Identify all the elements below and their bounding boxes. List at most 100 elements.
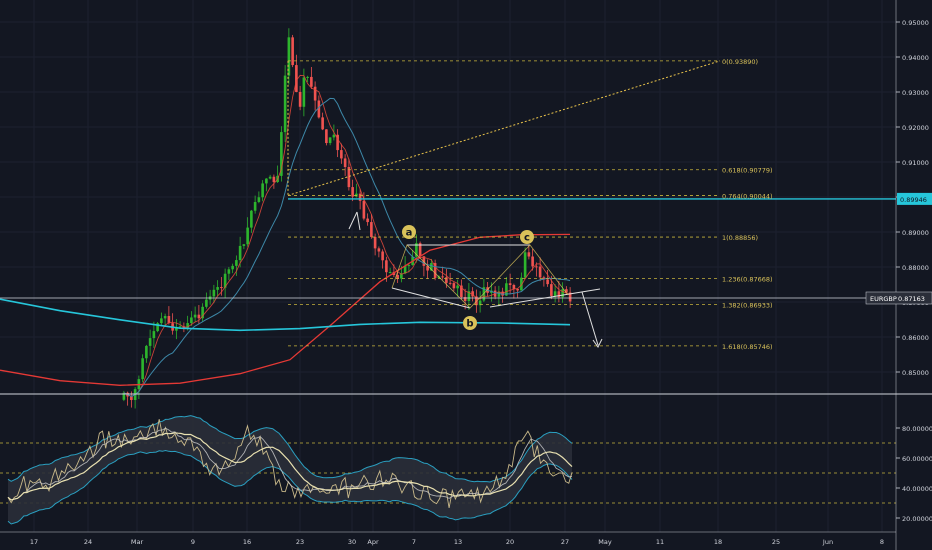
candle-body <box>148 338 152 346</box>
pattern-support-line <box>489 288 601 308</box>
date-tick-label: 13 <box>454 538 462 546</box>
candle-body <box>347 167 351 188</box>
date-tick-label: 25 <box>772 538 780 546</box>
price-tick-label: 0.92000 <box>902 124 929 132</box>
wave-label-text: a <box>406 228 413 239</box>
candle-body <box>505 283 508 296</box>
ma-slow-line <box>123 97 571 397</box>
candle-body <box>445 277 448 283</box>
candle-body <box>336 134 339 151</box>
candle-body <box>235 260 238 266</box>
candle-body <box>216 287 219 290</box>
last-price-label: 0.87163 <box>898 295 925 303</box>
candle-body <box>238 245 242 261</box>
fib-diagonal-line <box>287 60 721 196</box>
candle-body <box>201 306 204 319</box>
fib-level-label: 1(0.88856) <box>722 234 758 242</box>
candle-body <box>253 201 257 211</box>
candle-body <box>141 358 144 380</box>
candle-body <box>422 256 426 266</box>
candle-body <box>400 273 403 279</box>
price-tick-label: 0.94000 <box>902 54 929 62</box>
candle-body <box>370 222 373 237</box>
candle-body <box>516 288 519 291</box>
fib-level-label: 1.382(0.86933) <box>722 301 773 309</box>
candle-body <box>145 345 148 359</box>
candle-body <box>321 117 324 130</box>
candle-body <box>456 285 459 289</box>
candle-body <box>415 243 418 257</box>
candle-body <box>193 314 197 318</box>
candle-body <box>310 76 313 87</box>
candle-body <box>328 137 332 144</box>
price-tick-label: 0.86000 <box>902 334 929 342</box>
date-tick-label: 16 <box>243 538 251 546</box>
date-tick-label: Apr <box>367 538 379 546</box>
candle-body <box>306 76 309 78</box>
candle-body <box>156 323 159 332</box>
osc-tick-label: 20.00000 <box>902 515 932 523</box>
candle-body <box>250 210 253 228</box>
fib-level-label: 1.618(0.85746) <box>722 343 773 351</box>
candle-body <box>163 316 167 319</box>
candle-body <box>418 243 422 257</box>
candle-body <box>430 263 433 271</box>
candle-body <box>403 265 407 274</box>
candle-body <box>385 260 388 273</box>
candle-body <box>160 318 163 324</box>
candle-body <box>175 327 178 331</box>
date-tick-label: 24 <box>84 538 92 546</box>
candle-body <box>520 277 523 291</box>
date-tick-label: 7 <box>412 538 416 546</box>
price-tick-label: 0.88000 <box>902 264 929 272</box>
candle-body <box>257 197 261 202</box>
candle-body <box>261 183 264 198</box>
osc-upper-band <box>7 415 573 483</box>
projection-arrow-line <box>581 291 599 346</box>
candle-body <box>152 331 156 339</box>
candle-body <box>343 158 347 168</box>
date-tick-label: 30 <box>348 538 356 546</box>
candle-body <box>373 236 377 249</box>
candle-body <box>523 252 527 278</box>
osc-tick-label: 80.00000 <box>902 425 932 433</box>
candle-body <box>302 77 306 107</box>
candle-body <box>463 297 467 302</box>
date-tick-label: 17 <box>30 538 38 546</box>
candle-body <box>441 276 444 278</box>
candle-body <box>317 100 321 118</box>
osc-signal-line <box>7 427 573 501</box>
wave-label-circle <box>463 316 477 330</box>
candle-body <box>448 282 452 284</box>
candle-body <box>388 271 392 273</box>
candle-body <box>358 193 362 201</box>
candle-body <box>205 299 208 307</box>
candle-body <box>268 176 272 179</box>
date-tick-label: 8 <box>880 538 884 546</box>
wave-path <box>391 244 569 309</box>
osc-band-fill <box>8 415 572 524</box>
symbol-label: EURGBP <box>870 295 897 303</box>
date-tick-label: May <box>598 538 612 546</box>
projection-arrow-head <box>592 338 603 348</box>
wave-label-circle <box>520 230 534 244</box>
candle-body <box>167 316 171 324</box>
candle-body <box>460 285 463 298</box>
main-pane: 0(0.93890) 0.618(0.90779) 0.764(0.90044) 1(… <box>0 28 896 409</box>
candle-body <box>407 265 411 267</box>
candle-body <box>190 317 193 324</box>
candle-body <box>231 265 234 270</box>
candle-body <box>313 86 317 101</box>
candle-body <box>433 263 437 278</box>
date-tick-label: 11 <box>656 538 664 546</box>
candle-body <box>130 396 133 401</box>
candle-body <box>227 269 231 274</box>
candle-body <box>325 129 328 144</box>
fib-level-label: 0(0.93890) <box>722 58 758 66</box>
candle-body <box>381 251 384 261</box>
candle-body <box>178 326 182 328</box>
candle-body <box>561 289 564 298</box>
candle-body <box>283 75 287 133</box>
